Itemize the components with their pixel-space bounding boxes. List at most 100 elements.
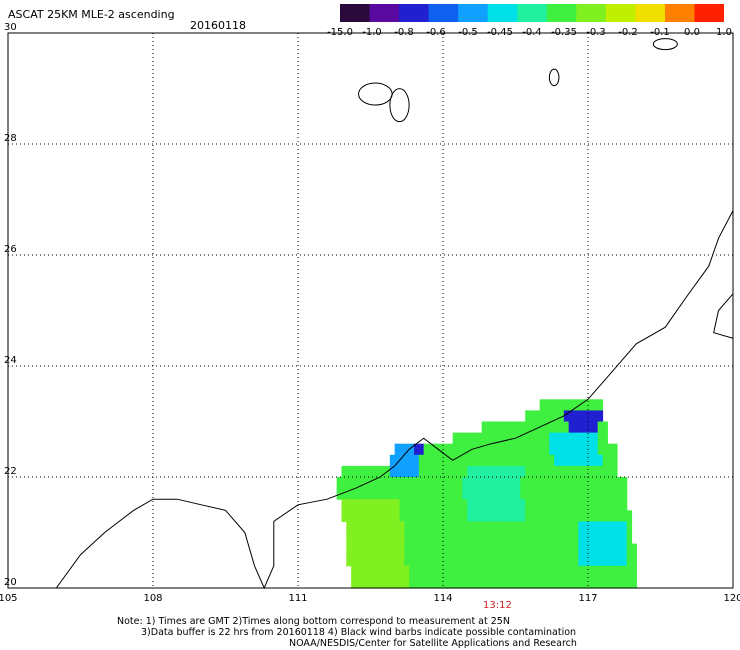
swath-cell [568, 477, 579, 489]
lake-outline [548, 68, 560, 87]
swath-cell [607, 543, 618, 556]
swath-cell [588, 521, 599, 534]
swath-cell [346, 488, 357, 500]
swath-cell [399, 510, 410, 522]
swath-cell [414, 554, 425, 567]
y-tick-label: 30 [4, 22, 17, 33]
swath-cell [539, 488, 550, 500]
swath-cell [399, 499, 410, 511]
swath-cell [385, 488, 396, 500]
swath-cell [597, 488, 608, 500]
swath-cell [559, 543, 570, 556]
swath-cell [525, 576, 536, 589]
swath-cell [607, 488, 618, 500]
swath-cell [462, 488, 473, 500]
swath-cell [554, 454, 565, 467]
swath-cell [409, 499, 420, 511]
swath-cell [423, 532, 434, 545]
swath-cell [597, 532, 608, 545]
swath-cell [573, 576, 584, 589]
swath-cell [351, 576, 362, 589]
swath-cell [394, 543, 405, 556]
swath-cell [389, 499, 401, 511]
swath-cell [457, 576, 468, 589]
swath-cell [360, 465, 372, 478]
swath-cell [472, 443, 483, 456]
swath-cell [472, 532, 483, 545]
swath-cell [530, 532, 541, 545]
pass-time-label: 13:12 [483, 600, 512, 611]
swath-cell [631, 576, 637, 589]
swath-cell [356, 488, 367, 500]
swath-cell [462, 521, 473, 534]
swath-cell [515, 465, 526, 478]
swath-cell [394, 554, 405, 567]
swath-cell [457, 465, 468, 478]
swath-cell [428, 576, 439, 589]
swath-cell [592, 410, 604, 423]
swath-cell [549, 543, 560, 556]
swath-cell [462, 543, 473, 556]
swath-cell [578, 432, 589, 445]
swath-cell [476, 576, 488, 589]
coastline-taiwan [713, 293, 734, 339]
swath-cell [602, 576, 613, 589]
x-tick-label: 105 [0, 593, 18, 604]
swath-cell [534, 454, 546, 467]
swath-cell [554, 510, 565, 522]
swath-cell [476, 510, 488, 522]
swath-cell [505, 510, 517, 522]
x-tick-label: 114 [433, 593, 452, 604]
swath-cell [423, 521, 434, 534]
lake-outline [358, 82, 393, 106]
swath-cell [399, 565, 410, 578]
swath-cell [544, 499, 555, 511]
swath-cell [375, 477, 386, 489]
swath-cell [530, 554, 541, 567]
swath-cell [409, 576, 420, 589]
swath-cell [428, 454, 439, 467]
swath-cell [418, 565, 430, 578]
swath-cell [592, 465, 604, 478]
swath-cell [414, 543, 425, 556]
swath-cell [486, 510, 497, 522]
swath-cell [360, 510, 372, 522]
swath-cell [472, 488, 483, 500]
swath-cell [375, 532, 386, 545]
swath-cell [621, 565, 633, 578]
swath-cell [534, 410, 546, 423]
swath-cell [409, 454, 420, 467]
swath-cell [534, 499, 546, 511]
swath-cell [491, 543, 502, 556]
swath-cell [510, 554, 521, 567]
swath-cell [385, 521, 396, 534]
swath-cell [583, 576, 594, 589]
swath-cell [418, 510, 430, 522]
swath-cell [612, 465, 618, 478]
swath-cell [501, 521, 512, 534]
swath-cell [530, 421, 541, 434]
swath-cell [404, 521, 415, 534]
swath-cell [520, 421, 531, 434]
swath-cell [530, 443, 541, 456]
swath-cell [588, 399, 599, 411]
swath-cell [356, 477, 367, 489]
swath-cell [568, 432, 579, 445]
chart-date: 20160118 [190, 19, 246, 32]
swath-cell [414, 532, 425, 545]
swath-cell [399, 576, 410, 589]
colorbar-swatch [664, 4, 695, 22]
swath-cell [544, 576, 555, 589]
x-tick-label: 120 [723, 593, 740, 604]
swath-cell [617, 532, 628, 545]
swath-cell [380, 565, 391, 578]
swath-cell [481, 432, 492, 445]
swath-cell [505, 576, 517, 589]
swath-cell [486, 499, 497, 511]
swath-cell [443, 488, 454, 500]
swath-cell [356, 521, 367, 534]
swath-cell [626, 554, 637, 567]
swath-cell [346, 521, 357, 534]
swath-cell [476, 454, 488, 467]
swath-cell [360, 576, 372, 589]
